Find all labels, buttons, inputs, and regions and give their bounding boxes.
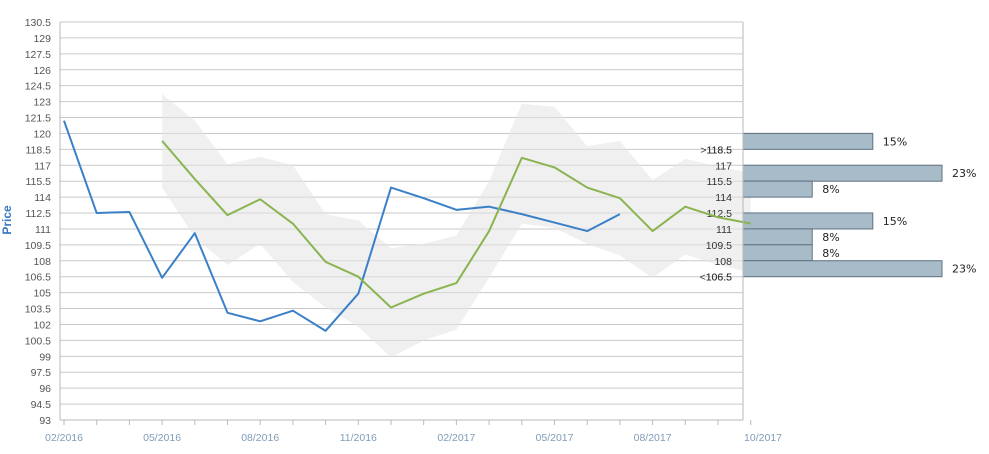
x-tick-label: 08/2017 bbox=[634, 432, 672, 444]
y-tick-label: 93 bbox=[39, 415, 51, 427]
forecast-band bbox=[162, 94, 751, 358]
distribution-bar bbox=[742, 212, 874, 230]
y-tick-label: 112.5 bbox=[26, 208, 52, 220]
distribution-label: 117 bbox=[715, 160, 732, 172]
distribution-label: 114 bbox=[715, 192, 732, 204]
distribution-percent: 8% bbox=[822, 183, 839, 196]
y-tick-label: 127.5 bbox=[25, 49, 51, 61]
band-area bbox=[162, 94, 751, 358]
distribution-label: 115.5 bbox=[707, 176, 733, 188]
y-tick-label: 106.5 bbox=[25, 272, 51, 284]
y-tick-label: 126 bbox=[33, 65, 51, 77]
distribution-bars: >118.5 15% 118.5 117 115.5 23% 114 8% 112.5 111 15… bbox=[700, 132, 976, 284]
y-tick-label: 114 bbox=[34, 192, 51, 204]
distribution-label: 112.5 bbox=[707, 208, 733, 220]
y-tick-label: 96 bbox=[39, 383, 51, 395]
chart-axes: 93 94.5 96 97.5 99 100.5 102 103.5 105 106.5 108 10… bbox=[25, 17, 782, 444]
distribution-percent: 23% bbox=[952, 263, 976, 276]
x-tick-label: 02/2016 bbox=[45, 432, 83, 444]
y-tick-label: 117 bbox=[34, 160, 51, 172]
series-line-blue bbox=[63, 120, 621, 332]
y-tick-label: 121.5 bbox=[25, 113, 51, 125]
y-tick-label: 111 bbox=[35, 224, 51, 236]
distribution-label: >118.5 bbox=[700, 144, 732, 156]
distribution-bar bbox=[742, 132, 874, 150]
distribution-bar bbox=[742, 260, 943, 278]
y-tick-label: 124.5 bbox=[25, 81, 51, 93]
distribution-label: 109.5 bbox=[706, 240, 732, 252]
distribution-percent: 15% bbox=[883, 135, 907, 148]
distribution-percent: 23% bbox=[952, 167, 976, 180]
distribution-label: 118.5 bbox=[707, 144, 733, 156]
distribution-bar bbox=[742, 244, 813, 262]
x-tick-label: 08/2016 bbox=[241, 432, 279, 444]
distribution-label: 106.5 bbox=[706, 272, 732, 284]
x-tick-label: 05/2017 bbox=[536, 432, 574, 444]
distribution-bar bbox=[742, 180, 813, 198]
x-tick-label: 05/2016 bbox=[143, 432, 181, 444]
series-lines bbox=[63, 120, 751, 332]
y-tick-label: 123 bbox=[33, 97, 51, 109]
y-tick-label: 129 bbox=[33, 33, 51, 45]
y-tick-label: 118.5 bbox=[26, 144, 52, 156]
y-tick-label: 100.5 bbox=[25, 335, 51, 347]
y-tick-label: 97.5 bbox=[31, 367, 52, 379]
y-tick-label: 94.5 bbox=[31, 399, 52, 411]
y-tick-label: 105 bbox=[33, 288, 51, 300]
x-tick-label: 10/2017 bbox=[744, 432, 782, 444]
y-tick-label: 108 bbox=[33, 256, 51, 268]
distribution-percent: 8% bbox=[822, 247, 839, 260]
y-axis-label: Price bbox=[0, 205, 14, 235]
distribution-label: <106.5 bbox=[700, 272, 733, 284]
x-tick-label: 02/2017 bbox=[437, 432, 475, 444]
y-tick-label: 103.5 bbox=[25, 304, 51, 316]
x-tick-label: 11/2016 bbox=[340, 432, 377, 444]
distribution-label: 108 bbox=[714, 256, 732, 268]
y-tick-label: 130.5 bbox=[25, 17, 51, 29]
distribution-label: 111 bbox=[716, 224, 732, 236]
distribution-bar bbox=[742, 164, 943, 182]
distribution-percent: 8% bbox=[822, 231, 839, 244]
y-tick-label: 120 bbox=[33, 128, 51, 140]
series-line-green bbox=[161, 140, 751, 309]
y-tick-label: 109.5 bbox=[25, 240, 51, 252]
distribution-bar bbox=[742, 228, 813, 246]
y-tick-label: 115.5 bbox=[26, 176, 52, 188]
y-tick-label: 99 bbox=[39, 351, 51, 363]
y-tick-label: 102 bbox=[33, 319, 51, 331]
distribution-percent: 15% bbox=[883, 215, 907, 228]
